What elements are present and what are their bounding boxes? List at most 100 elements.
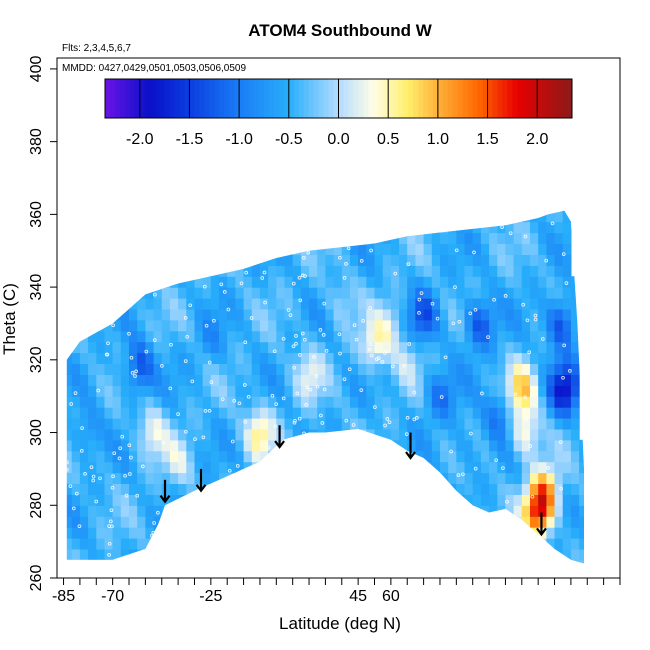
y-tick-label: 320 xyxy=(28,346,45,373)
heat-cell xyxy=(489,330,498,343)
heat-cell xyxy=(440,461,449,474)
heat-cell xyxy=(202,396,212,408)
heat-cell xyxy=(112,450,122,463)
heat-cell xyxy=(358,363,367,375)
observation-point xyxy=(359,259,364,263)
heat-cell xyxy=(546,308,556,321)
heat-cell xyxy=(120,385,130,397)
heat-cell xyxy=(284,319,294,332)
observation-point xyxy=(308,387,313,392)
heat-cell xyxy=(235,287,245,299)
heat-cell xyxy=(489,221,498,234)
colorbar-tick-label: 0.0 xyxy=(327,131,349,148)
heat-cell xyxy=(480,428,490,441)
heat-cell xyxy=(194,319,204,332)
heat-cell xyxy=(513,439,523,452)
heat-cell xyxy=(390,319,400,332)
heat-cell xyxy=(472,265,482,277)
heat-cell xyxy=(489,483,498,495)
observation-point xyxy=(405,415,410,420)
observation-point xyxy=(188,303,193,308)
heat-cell xyxy=(521,352,531,364)
heat-cell xyxy=(169,483,179,495)
heat-cell xyxy=(497,428,507,441)
heat-cell xyxy=(554,330,564,343)
heat-cell xyxy=(219,298,228,310)
heat-cell xyxy=(579,461,585,474)
heat-cell xyxy=(145,298,155,310)
heat-cell xyxy=(448,298,457,310)
heat-cell xyxy=(538,428,547,441)
heat-cell xyxy=(120,472,130,484)
heat-cell xyxy=(96,418,106,430)
heat-cell xyxy=(407,385,416,397)
observation-point xyxy=(169,342,173,347)
observation-point xyxy=(281,396,286,401)
heat-cell xyxy=(178,298,187,310)
observation-point xyxy=(212,318,216,323)
heat-cell xyxy=(210,439,220,452)
heat-cell xyxy=(399,243,408,255)
heat-cell xyxy=(341,298,351,310)
heat-cell xyxy=(186,407,196,419)
colorbar-swatch xyxy=(447,79,454,118)
heat-cell xyxy=(538,243,547,255)
heat-cell xyxy=(546,494,556,506)
heat-cell xyxy=(129,319,138,332)
observation-point xyxy=(184,429,188,434)
heat-cell xyxy=(513,221,523,234)
heat-cell xyxy=(562,450,572,463)
x-axis: -85 -70 -25 45 60 xyxy=(52,577,621,605)
heat-cell xyxy=(194,352,204,364)
heat-cell xyxy=(431,298,441,310)
heat-cell xyxy=(104,483,114,495)
heat-cell xyxy=(243,352,253,364)
observation-point xyxy=(110,485,115,490)
heat-cell xyxy=(456,298,466,310)
observation-point xyxy=(69,402,74,406)
heat-cell xyxy=(505,287,515,299)
heat-cell xyxy=(292,407,302,419)
heat-cell xyxy=(431,287,441,299)
colorbar-swatch xyxy=(124,79,131,118)
heat-cell xyxy=(554,319,564,332)
heat-cell xyxy=(153,308,163,321)
heat-cell xyxy=(194,374,204,386)
heat-cell xyxy=(562,407,572,419)
heat-cell xyxy=(431,352,441,364)
heat-cell xyxy=(178,483,187,495)
heat-cell xyxy=(554,341,564,354)
heat-cell xyxy=(194,439,204,452)
colorbar-swatch xyxy=(452,79,459,118)
heat-cell xyxy=(268,276,277,288)
heat-cell xyxy=(554,494,564,506)
heat-cell xyxy=(219,352,228,364)
heat-cell xyxy=(186,363,196,375)
heat-cell xyxy=(464,319,474,332)
heat-cell xyxy=(554,385,564,397)
heat-cell xyxy=(243,330,253,343)
heat-cell xyxy=(88,418,97,430)
observation-point xyxy=(492,297,496,302)
down-arrow xyxy=(195,468,207,493)
heat-cell xyxy=(227,450,236,463)
heat-cell xyxy=(79,374,89,386)
heat-cell xyxy=(169,308,179,321)
heat-cell xyxy=(423,298,433,310)
heat-cell xyxy=(325,407,335,419)
observation-point xyxy=(66,467,69,472)
heat-cell xyxy=(186,287,196,299)
heat-cell xyxy=(448,352,457,364)
heat-cell xyxy=(210,287,220,299)
heat-cell xyxy=(66,363,73,375)
heat-cell xyxy=(505,352,515,364)
heat-cell xyxy=(178,461,187,474)
heat-cell xyxy=(374,243,384,255)
heat-cell xyxy=(489,232,498,244)
heat-cell xyxy=(440,232,449,244)
heat-cell xyxy=(554,276,564,288)
heat-cell xyxy=(382,418,392,430)
colorbar-swatch xyxy=(328,79,335,118)
colorbar-tick-label: 2.0 xyxy=(526,131,548,148)
heat-cell xyxy=(251,374,261,386)
